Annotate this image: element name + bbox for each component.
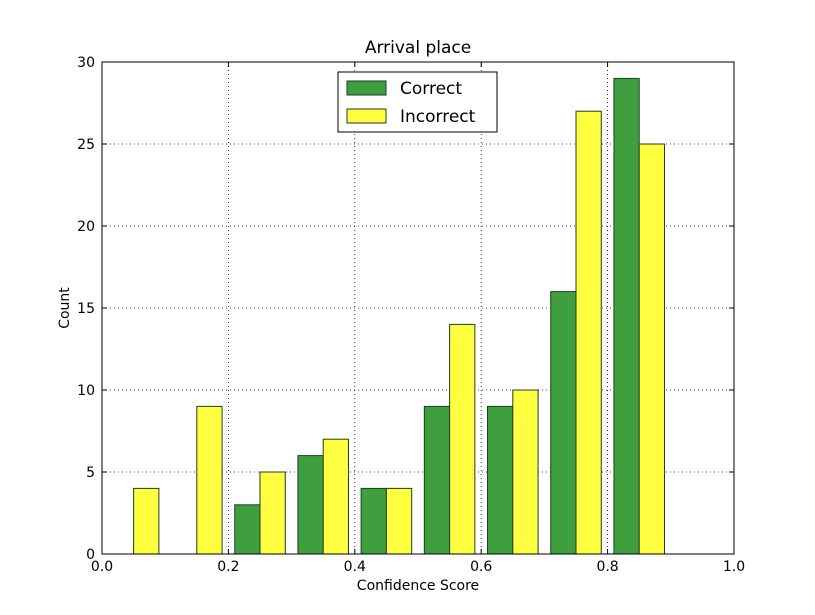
bar-correct (234, 504, 261, 555)
x-tick-label: 0.2 (217, 559, 239, 575)
bar-incorrect (259, 471, 286, 555)
bar-incorrect (322, 438, 349, 555)
bar-correct (360, 487, 387, 555)
bar-correct (487, 405, 514, 555)
legend: Correct Incorrect (337, 71, 498, 133)
x-tick-label: 0.0 (91, 559, 113, 575)
legend-label-incorrect: Incorrect (400, 107, 476, 127)
grid (102, 62, 734, 554)
x-axis-label: Confidence Score (357, 578, 479, 594)
y-tick-label: 10 (77, 383, 95, 399)
bar-incorrect (575, 110, 602, 555)
legend-swatch-correct (346, 80, 387, 96)
y-tick-label: 20 (77, 219, 95, 235)
bar-correct (297, 455, 324, 555)
y-tick-label: 0 (86, 547, 95, 563)
bar-correct (613, 77, 640, 555)
bar-incorrect (385, 487, 413, 555)
y-tick-label: 15 (77, 301, 95, 317)
bar-incorrect (449, 323, 476, 555)
bar-incorrect (196, 405, 223, 555)
ticks: 0.0 0.2 0.4 0.6 0.8 1.0 0 5 10 15 20 25 30 (77, 55, 745, 575)
y-tick-label: 30 (77, 55, 95, 71)
y-axis-label: Count (57, 287, 73, 329)
x-tick-label: 1.0 (723, 559, 745, 575)
y-tick-label: 25 (77, 137, 95, 153)
x-tick-label: 0.4 (344, 559, 366, 575)
x-tick-label: 0.6 (470, 559, 492, 575)
legend-swatch-incorrect (346, 108, 387, 124)
legend-label-correct: Correct (400, 79, 462, 99)
bars (133, 77, 665, 555)
chart-title: Arrival place (365, 38, 471, 58)
bar-correct (550, 291, 577, 555)
y-tick-label: 5 (86, 465, 95, 481)
x-tick-label: 0.8 (596, 559, 618, 575)
bar-incorrect (512, 389, 539, 555)
bar-correct (423, 405, 451, 555)
bar-incorrect (638, 143, 665, 555)
bar-incorrect (133, 487, 160, 555)
